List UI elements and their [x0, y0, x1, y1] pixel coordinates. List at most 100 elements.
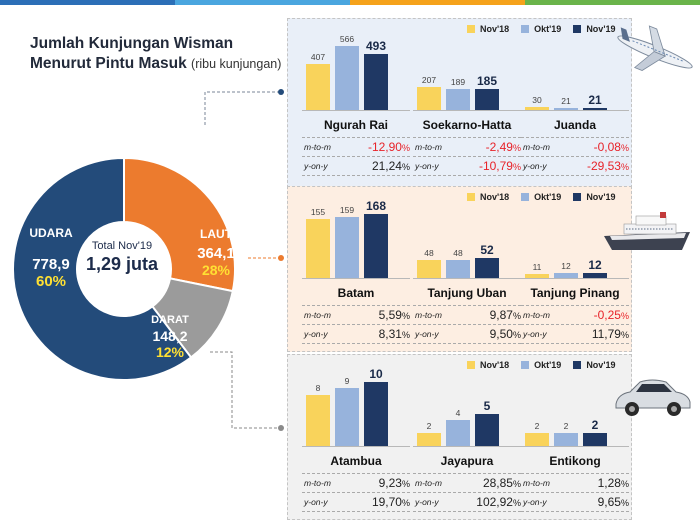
bar-value-label: 9 [344, 376, 350, 387]
stat-row-mtom: m-to-m 1,28% [521, 476, 629, 492]
stat-divider [521, 343, 629, 344]
stat-value: 19,70% [372, 495, 410, 509]
stat-label: y-on-y [304, 497, 328, 507]
slice-darat-name: DARAT [151, 314, 189, 326]
stat-row-yony: y-on-y 19,70% [302, 495, 410, 511]
bar-nov18 [417, 259, 441, 278]
bar-value-label: 4 [455, 408, 461, 419]
stat-label: y-on-y [304, 329, 328, 339]
stat-percent-sign: % [401, 479, 410, 489]
stat-divider [521, 137, 629, 138]
city-name: Atambua [330, 454, 382, 468]
stat-percent-sign: % [620, 143, 629, 153]
bar-value-label: 2 [426, 421, 432, 432]
stat-number: 21,24 [371, 159, 402, 173]
stat-row-mtom: m-to-m -2,49% [413, 140, 521, 156]
bar-nov19 [583, 107, 607, 110]
stat-divider [302, 343, 410, 344]
title-unit: (ribu kunjungan) [191, 57, 282, 71]
bar-value-label: 11 [532, 261, 542, 272]
city-name: Tanjung Uban [427, 286, 507, 300]
stat-label: m-to-m [304, 142, 331, 152]
stat-value: 9,65% [598, 495, 629, 509]
stat-value: -0,25% [594, 308, 629, 322]
stat-row-mtom: m-to-m -12,90% [302, 140, 410, 156]
stat-percent-sign: % [620, 162, 629, 172]
legend-udara: Nov'18 Okt'19 Nov'19 [467, 24, 615, 34]
stat-percent-sign: % [401, 162, 410, 172]
stat-number: 9,87 [489, 308, 513, 322]
stat-divider [521, 175, 629, 176]
city-name: Soekarno-Hatta [422, 118, 512, 132]
stat-row-yony: y-on-y 8,31% [302, 327, 410, 343]
legend-label: Okt'19 [534, 24, 562, 34]
slice-laut-value: 364,1 [197, 245, 235, 262]
stat-label: y-on-y [523, 161, 547, 171]
legend-item: Nov'18 [467, 192, 509, 202]
stat-number: 102,92 [476, 495, 513, 509]
stat-number: 9,23 [378, 476, 402, 490]
city-name: Entikong [549, 454, 601, 468]
bar-value-label: 407 [310, 51, 326, 62]
stat-number: 5,59 [378, 308, 402, 322]
legend-swatch [467, 193, 475, 201]
legend-laut: Nov'18 Okt'19 Nov'19 [467, 192, 615, 202]
legend-swatch [467, 25, 475, 33]
bar-okt19 [446, 420, 470, 446]
bar-nov18 [417, 433, 441, 446]
stat-value: 1,28% [598, 476, 629, 490]
legend-darat: Nov'18 Okt'19 Nov'19 [467, 360, 615, 370]
stat-value: 9,87% [490, 308, 521, 322]
stat-row-mtom: m-to-m 9,23% [302, 476, 410, 492]
stat-divider [413, 473, 521, 474]
donut-center: Total Nov'19 1,29 juta [78, 240, 166, 275]
legend-item: Nov'18 [467, 360, 509, 370]
stat-divider [521, 492, 629, 493]
stat-divider [413, 156, 521, 157]
legend-swatch [521, 25, 530, 33]
bar-value-label: 5 [483, 399, 491, 413]
stat-divider [302, 305, 410, 306]
bar-nov18 [306, 218, 330, 278]
legend-item: Okt'19 [521, 192, 561, 202]
stat-number: -2,49 [485, 140, 513, 154]
stat-label: m-to-m [415, 310, 442, 320]
slice-label-laut: LAUT 364,1 28% [188, 227, 244, 278]
slice-udara-value: 778,9 [32, 256, 70, 273]
stat-percent-sign: % [620, 498, 629, 508]
stat-divider [302, 511, 410, 512]
bar-okt19 [554, 107, 578, 110]
stat-divider [413, 137, 521, 138]
stat-number: 1,28 [597, 476, 621, 490]
stat-label: m-to-m [304, 478, 331, 488]
stat-row-yony: y-on-y 11,79% [521, 327, 629, 343]
stat-value: 102,92% [476, 495, 521, 509]
page-title: Jumlah Kunjungan Wisman Menurut Pintu Ma… [30, 34, 281, 74]
legend-swatch [573, 361, 582, 369]
slice-darat-pct: 12% [155, 344, 185, 360]
bar-okt19 [554, 433, 578, 446]
slice-laut-name: LAUT [200, 227, 232, 241]
top-bar-segment [350, 0, 525, 5]
stat-row-yony: y-on-y 9,50% [413, 327, 521, 343]
bar-value-label: 10 [369, 367, 383, 381]
legend-label: Nov'18 [480, 192, 510, 202]
stat-label: m-to-m [415, 478, 442, 488]
top-bar-segment [175, 0, 350, 5]
bar-value-label: 52 [480, 243, 494, 258]
stat-value: 9,50% [490, 327, 521, 341]
bar-baseline [413, 446, 521, 447]
stat-divider [302, 137, 410, 138]
bar-value-label: 155 [310, 206, 326, 217]
city-name: Ngurah Rai [323, 118, 388, 132]
legend-item: Nov'19 [573, 192, 615, 202]
legend-swatch [521, 193, 530, 201]
stat-divider [302, 324, 410, 325]
stat-divider [302, 175, 410, 176]
stat-label: m-to-m [415, 142, 442, 152]
donut-center-total: 1,29 juta [85, 254, 159, 274]
stat-number: -0,25 [593, 308, 621, 322]
legend-label: Nov'19 [586, 360, 616, 370]
stat-number: 8,31 [378, 327, 402, 341]
bar-baseline [302, 278, 410, 279]
